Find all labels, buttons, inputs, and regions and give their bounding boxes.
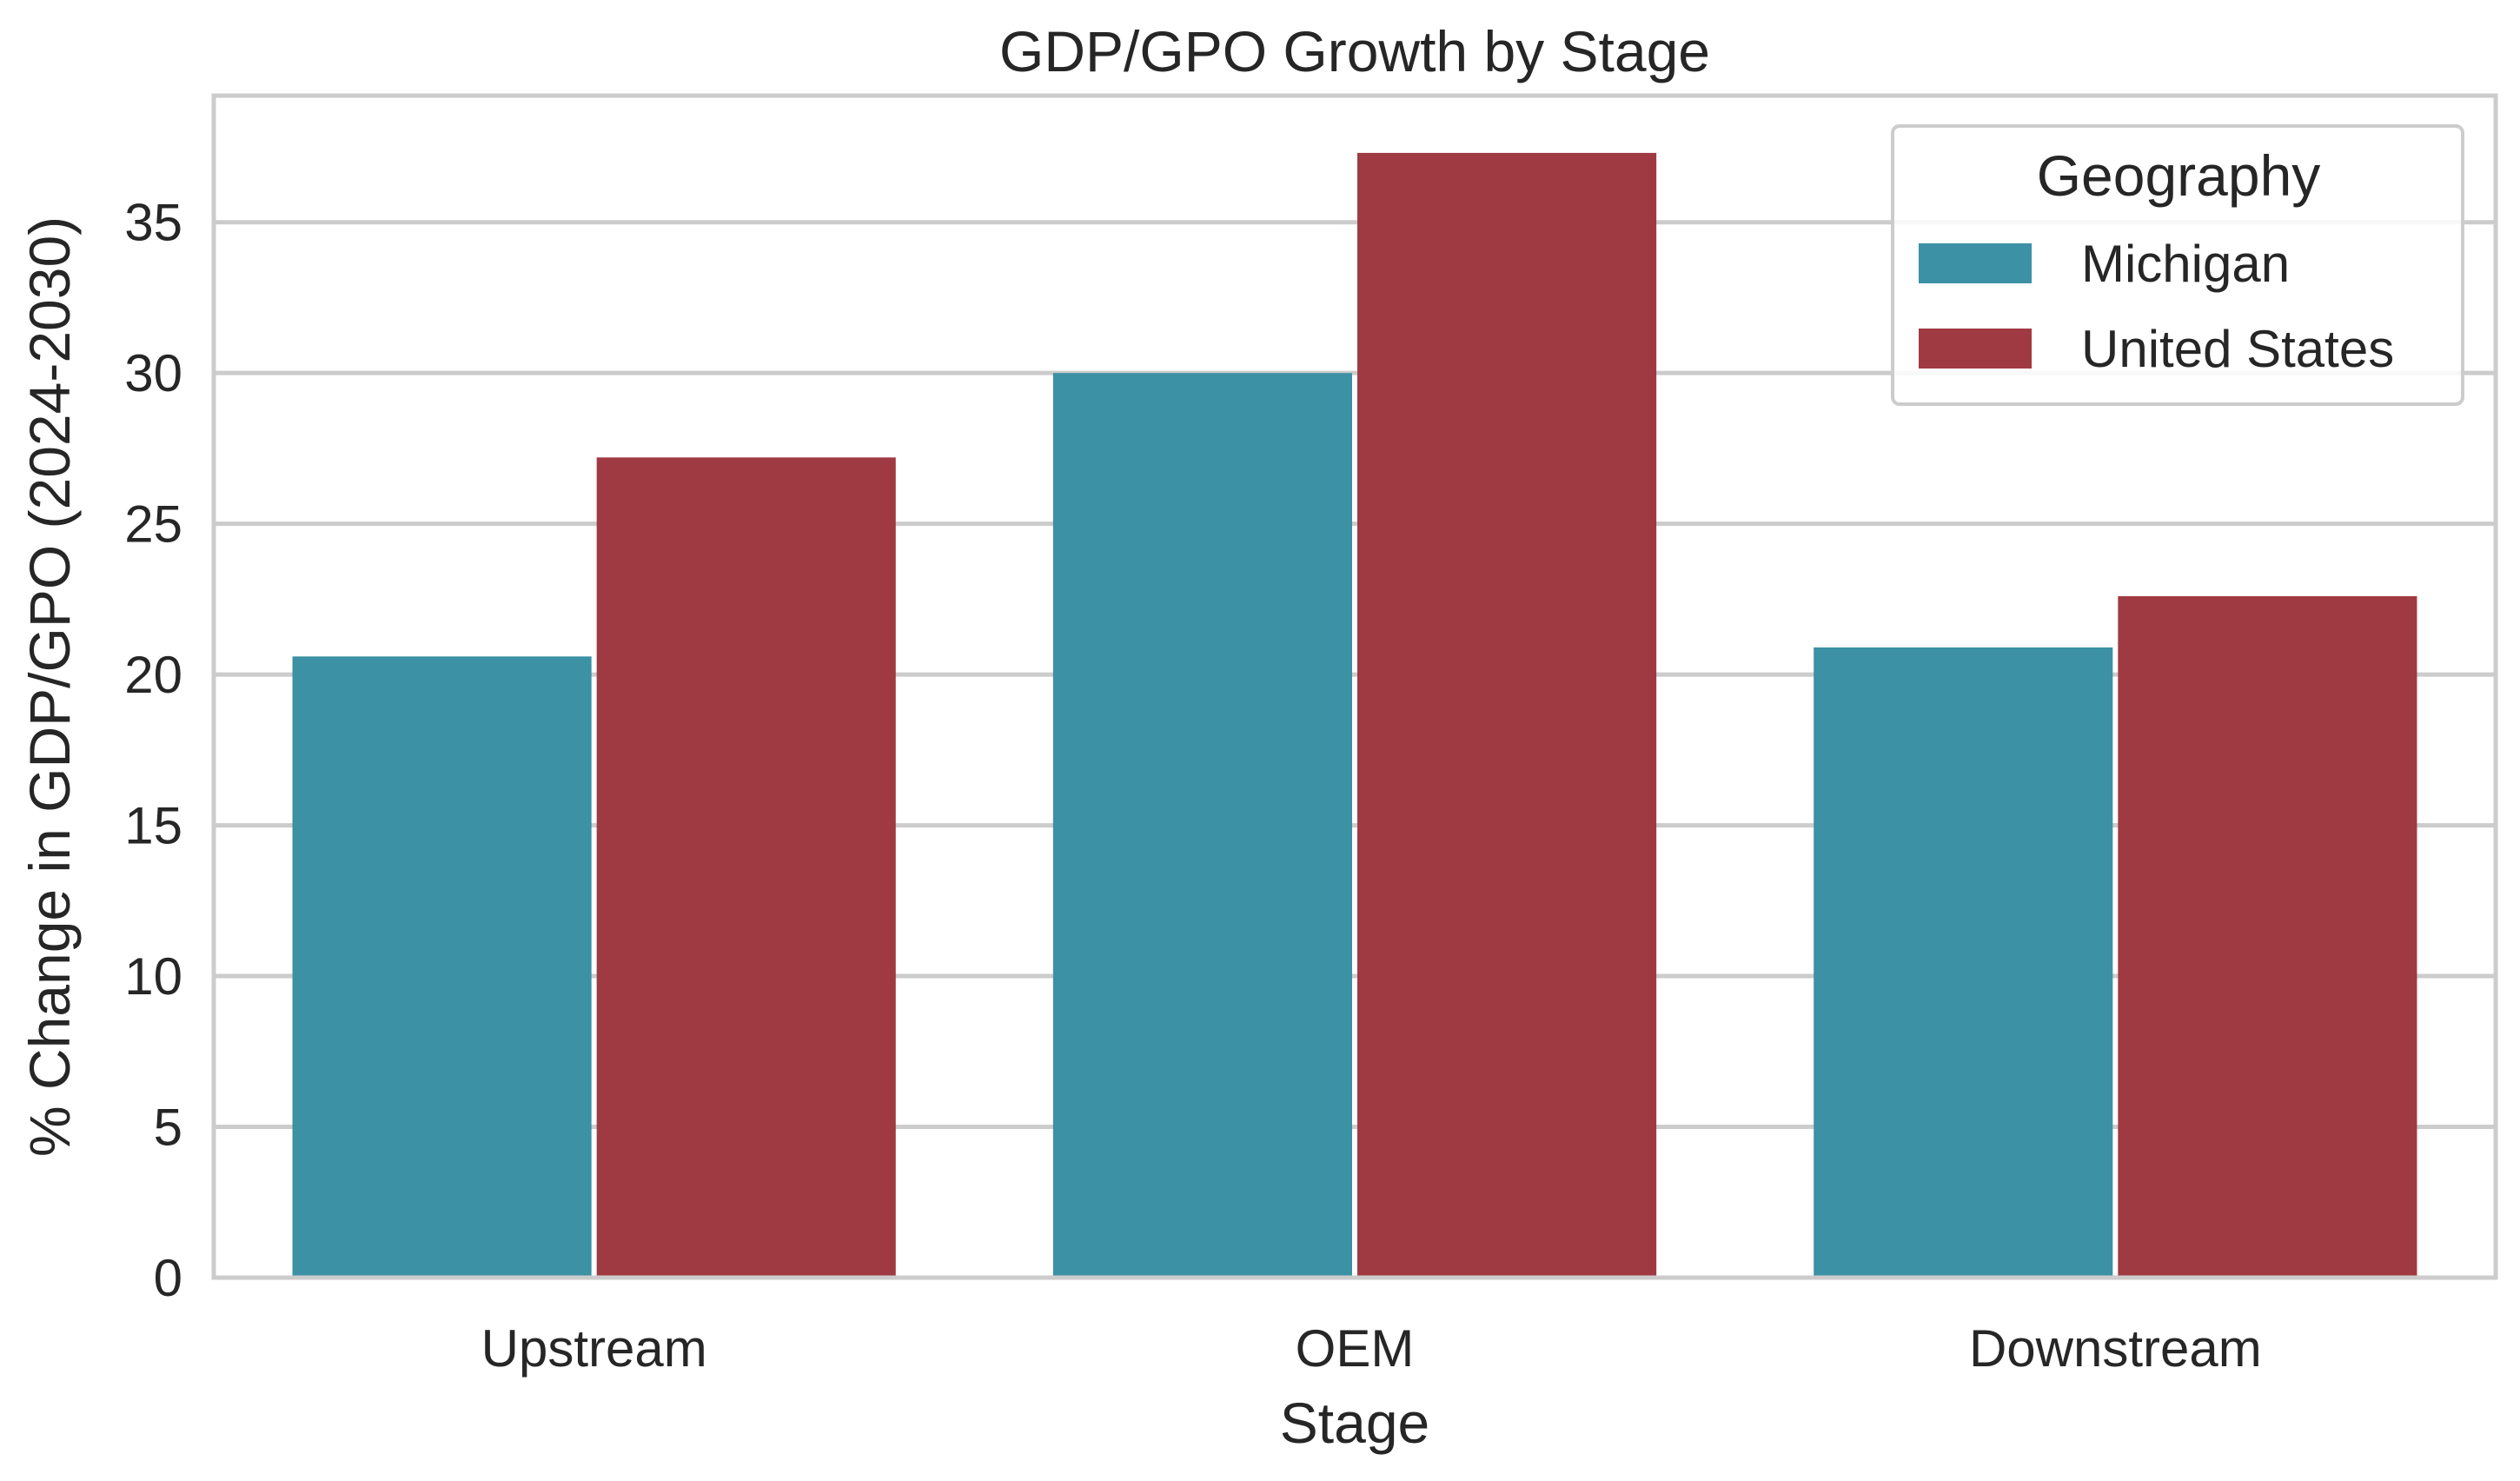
legend-swatch-michigan xyxy=(1919,243,2032,283)
bar-michigan-downstream xyxy=(1814,647,2113,1278)
y-tick-label: 25 xyxy=(124,495,182,554)
y-tick-label: 10 xyxy=(124,947,182,1006)
x-tick-labels: Upstream OEM Downstream xyxy=(481,1319,2262,1378)
legend: Geography Michigan United States xyxy=(1891,124,2464,406)
bar-michigan-oem xyxy=(1052,373,1352,1278)
y-tick-label: 30 xyxy=(124,344,182,402)
y-tick-label: 0 xyxy=(154,1249,182,1307)
y-tick-labels: 0 5 10 15 20 25 30 35 xyxy=(124,194,182,1307)
y-tick-label: 20 xyxy=(124,646,182,704)
x-axis-label: Stage xyxy=(1280,1391,1429,1455)
bar-united-states-oem xyxy=(1357,152,1657,1278)
x-tick-label-upstream: Upstream xyxy=(481,1319,707,1378)
x-tick-label-oem: OEM xyxy=(1296,1319,1415,1378)
legend-swatch-united-states xyxy=(1919,329,2032,369)
x-tick-label-downstream: Downstream xyxy=(1969,1319,2262,1378)
bars xyxy=(292,152,2417,1278)
chart-title: GDP/GPO Growth by Stage xyxy=(999,19,1710,83)
y-tick-label: 35 xyxy=(124,194,182,252)
bar-united-states-upstream xyxy=(596,457,896,1278)
legend-box xyxy=(1891,124,2464,406)
legend-label-united-states: United States xyxy=(2081,320,2394,378)
bar-united-states-downstream xyxy=(2118,595,2417,1278)
plot-frame xyxy=(211,93,2498,1280)
legend-label-michigan: Michigan xyxy=(2081,235,2290,293)
y-axis-label: % Change in GDP/GPO (2024-2030) xyxy=(17,216,82,1157)
bar-michigan-upstream xyxy=(292,656,592,1278)
y-tick-label: 5 xyxy=(154,1099,182,1157)
legend-title: Geography xyxy=(2037,143,2321,208)
y-tick-label: 15 xyxy=(124,797,182,855)
